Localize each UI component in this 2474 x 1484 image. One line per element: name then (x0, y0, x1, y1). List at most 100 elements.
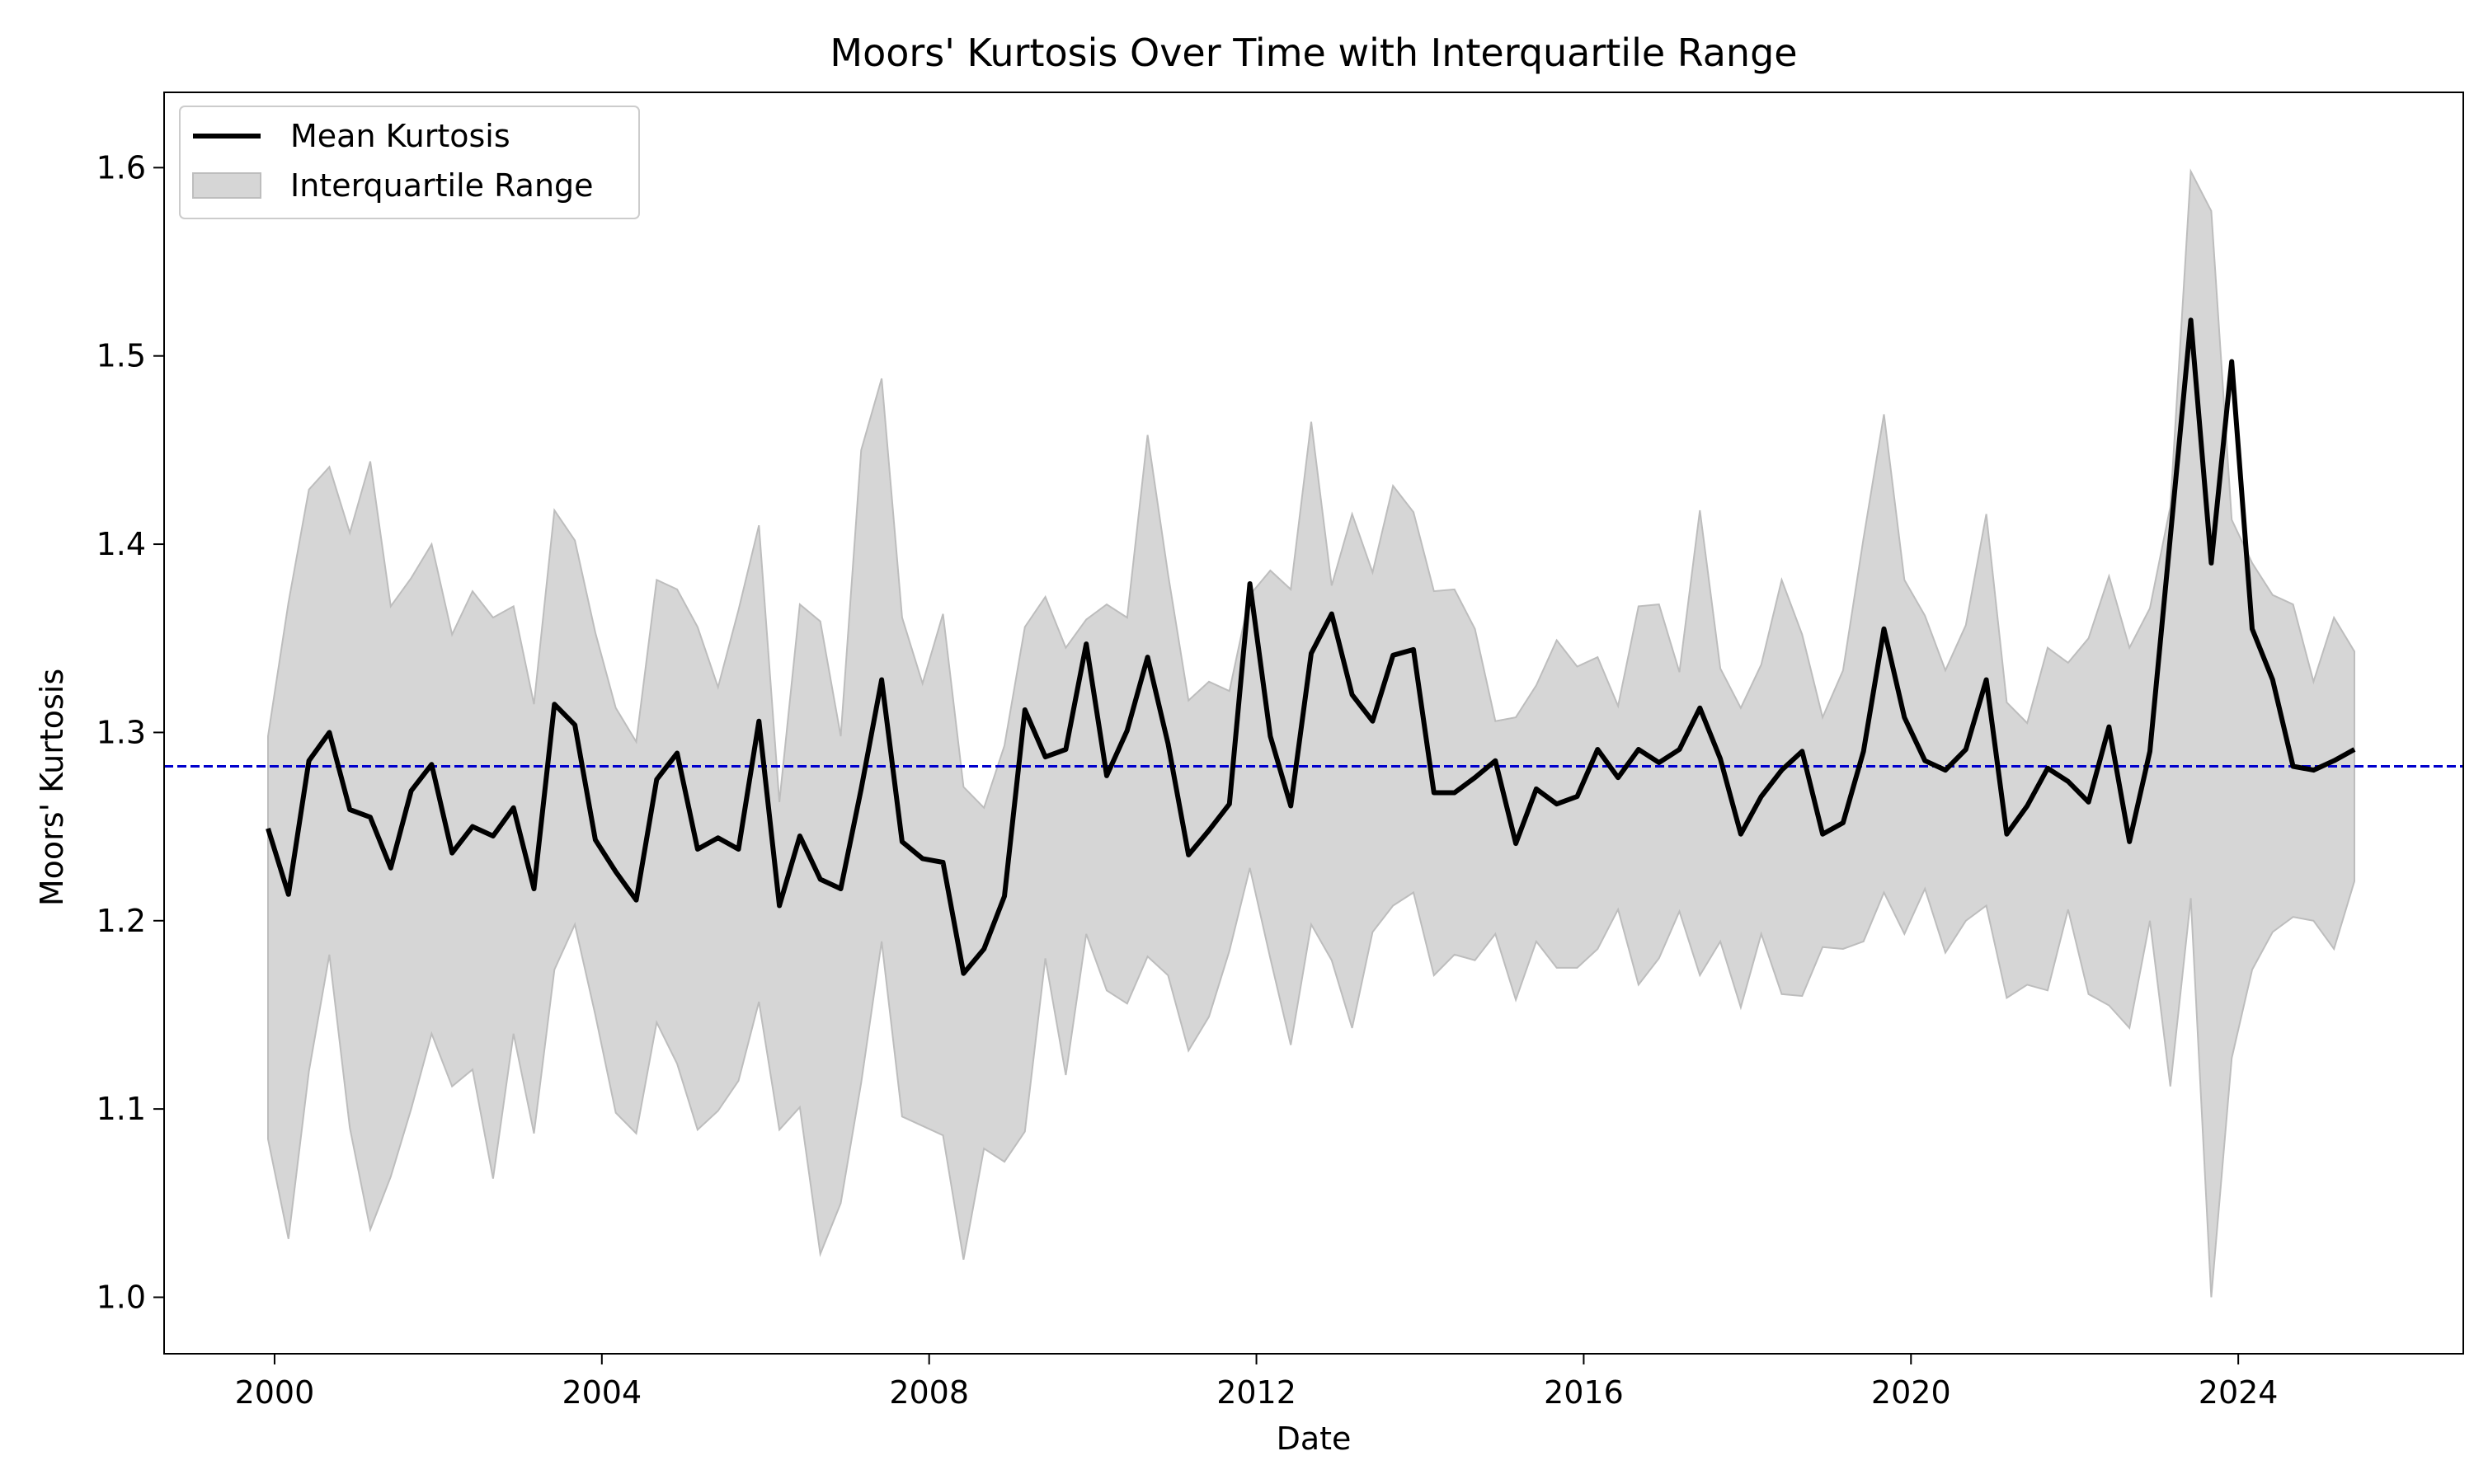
data-point (1554, 801, 1559, 806)
data-point (2168, 534, 2173, 539)
y-tick-label: 1.5 (96, 338, 146, 374)
data-point (2066, 779, 2071, 784)
data-point (614, 869, 618, 874)
data-point (1493, 758, 1498, 763)
data-point (2147, 749, 2152, 754)
x-tick-label: 2000 (235, 1374, 315, 1411)
y-tick-label: 1.4 (96, 526, 146, 562)
data-point (1697, 706, 1702, 711)
data-point (593, 838, 598, 843)
data-point (1861, 749, 1866, 754)
legend: Mean Kurtosis Interquartile Range (179, 106, 640, 219)
data-point (900, 839, 905, 844)
data-point (1370, 719, 1375, 724)
data-point (941, 860, 946, 865)
data-point (654, 777, 659, 782)
data-point (858, 787, 863, 791)
data-point (2086, 800, 2091, 805)
y-tick-label: 1.3 (96, 714, 146, 750)
data-point (634, 898, 639, 903)
legend-iqr-swatch (192, 172, 261, 199)
data-point (879, 678, 884, 683)
data-point (1780, 768, 1785, 773)
data-point (1002, 894, 1007, 899)
data-point (2045, 766, 2050, 771)
y-tick-label: 1.1 (96, 1091, 146, 1127)
data-point (307, 758, 312, 763)
data-point (1616, 775, 1620, 780)
data-point (2352, 747, 2357, 752)
data-point (1186, 852, 1191, 857)
data-point (1841, 820, 1846, 825)
mean-kurtosis-line (266, 317, 2356, 976)
data-point (368, 815, 373, 819)
data-point (1023, 707, 1028, 712)
data-point (1145, 655, 1150, 660)
data-point (1452, 791, 1457, 796)
x-tick-label: 2020 (1871, 1374, 1951, 1411)
data-point (1943, 768, 1948, 773)
data-point (797, 834, 802, 838)
data-point (2208, 561, 2213, 566)
data-point (1677, 747, 1682, 752)
x-tick-label: 2016 (1544, 1374, 1624, 1411)
data-point (1432, 791, 1437, 796)
iqr-band (267, 168, 2355, 1298)
data-point (1104, 773, 1109, 778)
data-point (2270, 678, 2275, 683)
data-point (1390, 653, 1395, 658)
data-point (1657, 760, 1662, 765)
y-axis-title: Moors' Kurtosis (34, 669, 70, 906)
data-point (1513, 841, 1518, 846)
data-point (818, 877, 823, 882)
legend-iqr-label: Interquartile Range (290, 167, 594, 204)
data-point (1248, 581, 1253, 586)
data-point (532, 886, 537, 891)
data-point (1043, 754, 1048, 759)
data-point (1984, 678, 1989, 683)
data-point (388, 866, 393, 871)
data-point (2106, 725, 2111, 730)
legend-mean-label: Mean Kurtosis (290, 118, 510, 154)
data-point (1799, 749, 1804, 754)
data-point (1411, 647, 1416, 652)
data-point (1636, 747, 1641, 752)
data-point (409, 788, 414, 793)
data-point (2189, 317, 2194, 322)
data-point (429, 762, 434, 767)
data-point (2004, 832, 2009, 837)
data-point (2291, 764, 2296, 769)
data-point (552, 702, 557, 707)
data-point (675, 751, 680, 756)
data-point (2229, 359, 2234, 364)
y-tick-label: 1.6 (96, 149, 146, 186)
plot-frame (163, 92, 2464, 1355)
data-point (1268, 734, 1272, 739)
data-point (347, 807, 352, 812)
data-point (1350, 693, 1355, 697)
data-point (1473, 775, 1478, 780)
data-point (2127, 839, 2132, 844)
data-point (1084, 641, 1089, 646)
x-tick-label: 2004 (562, 1374, 642, 1411)
data-point (1738, 832, 1743, 837)
data-point (1964, 747, 1968, 752)
data-point (1575, 794, 1580, 799)
data-point (2311, 768, 2316, 773)
y-tick-label: 1.2 (96, 903, 146, 939)
data-point (1165, 741, 1170, 746)
data-point (1309, 651, 1314, 656)
x-tick-label: 2024 (2199, 1374, 2279, 1411)
data-point (695, 847, 700, 852)
data-point (449, 851, 454, 856)
data-point (1206, 828, 1211, 833)
data-point (736, 847, 741, 852)
data-point (327, 730, 332, 735)
data-point (2250, 627, 2255, 632)
chart-title: Moors' Kurtosis Over Time with Interquar… (830, 31, 1797, 75)
data-point (1329, 612, 1334, 617)
data-point (756, 719, 761, 724)
data-point (286, 892, 291, 897)
data-point (1125, 728, 1130, 733)
